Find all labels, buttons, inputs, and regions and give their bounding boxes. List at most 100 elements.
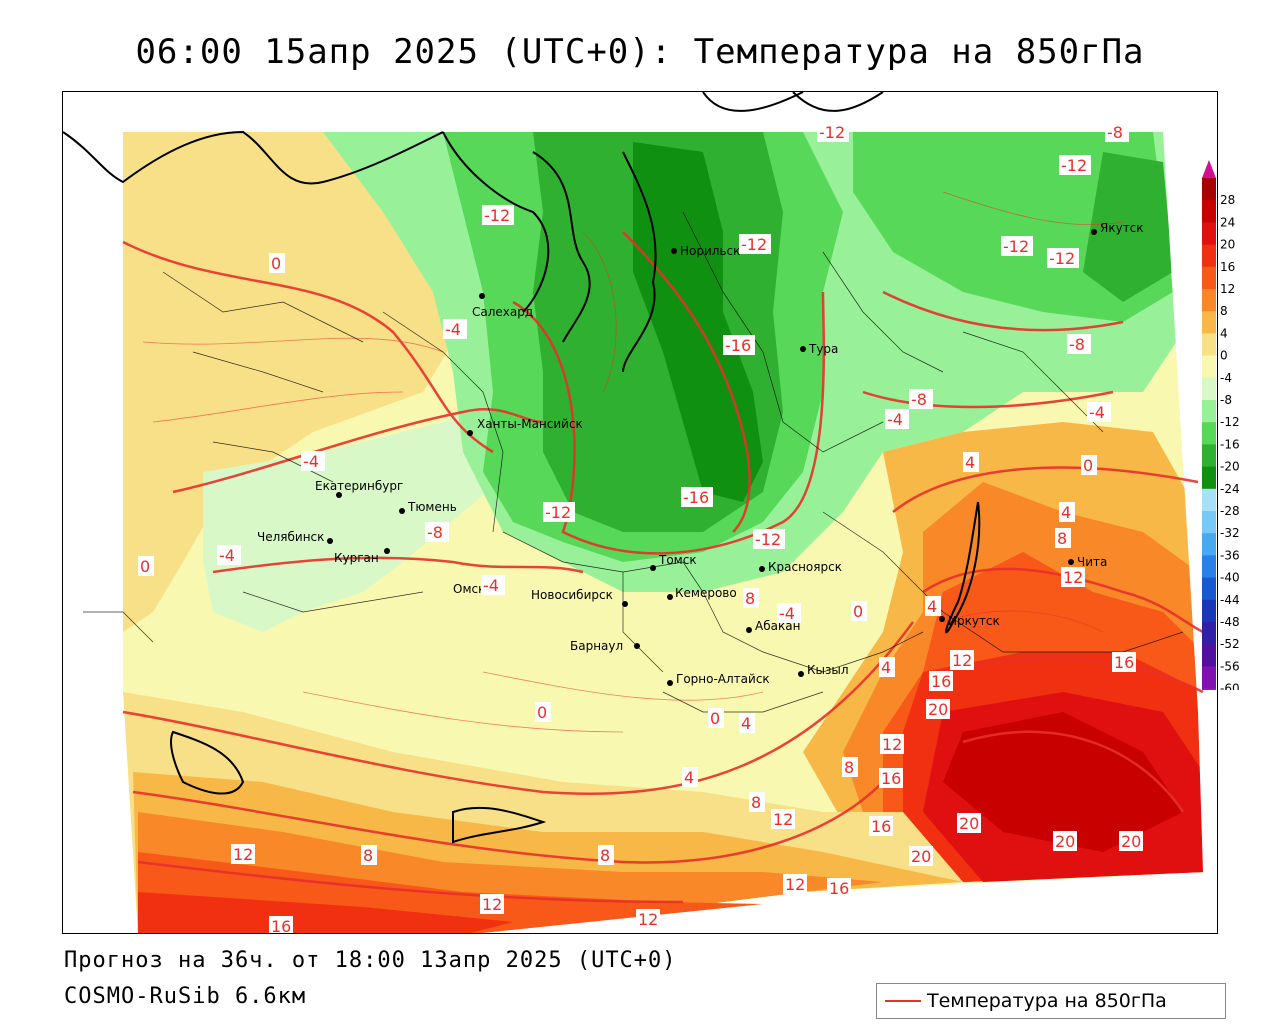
iso-label: -12 [753, 529, 785, 549]
iso-label: 16 [879, 768, 903, 788]
colorbar-cap-top [1202, 160, 1216, 178]
city-label: Чита [1077, 555, 1107, 569]
svg-text:16: 16 [871, 817, 891, 836]
iso-label: 12 [950, 650, 974, 670]
iso-label: 0 [138, 556, 154, 576]
iso-label: -8 [909, 389, 933, 409]
city-label: Ханты-Мансийск [477, 417, 583, 431]
iso-label: 4 [925, 596, 941, 616]
iso-label: 16 [869, 816, 893, 836]
svg-text:20: 20 [1121, 832, 1141, 851]
iso-label: 12 [480, 894, 504, 914]
svg-text:0: 0 [1083, 456, 1093, 475]
colorbar-tick-label: 16 [1220, 260, 1235, 274]
city-label: Омск [453, 582, 485, 596]
svg-text:16: 16 [881, 769, 901, 788]
city-label: Салехард [472, 305, 533, 319]
iso-label: -12 [1059, 155, 1091, 175]
svg-text:20: 20 [928, 700, 948, 719]
city-gorno-altaysk: Горно-Алтайск [667, 672, 770, 686]
iso-label: -12 [543, 502, 575, 522]
thin-isotherms [142, 191, 1124, 733]
iso-label: -4 [481, 575, 505, 595]
iso-label: 0 [708, 708, 724, 728]
colorbar-swatch [1202, 266, 1216, 290]
colorbar-tick-label: -8 [1220, 393, 1232, 407]
colorbar-tick-label: 8 [1220, 304, 1228, 318]
colorbar-swatch [1202, 289, 1216, 312]
coastlines [63, 92, 981, 844]
city-krasnoyarsk: Красноярск [759, 560, 842, 574]
iso-label: -12 [482, 205, 514, 225]
iso-label: 8 [598, 845, 614, 865]
iso-label: -16 [681, 487, 713, 507]
forecast-info: Прогноз на 36ч. от 18:00 13апр 2025 (UTC… [64, 948, 677, 973]
city-yakutsk: Якутск [1091, 221, 1144, 235]
city-irkutsk: Иркутск [939, 614, 1000, 628]
svg-text:-4: -4 [303, 452, 319, 471]
city-label: Тюмень [407, 500, 457, 514]
colorbar-tick-label: -24 [1220, 482, 1240, 496]
colorbar-swatch [1202, 622, 1216, 645]
colorbar-swatch [1202, 200, 1216, 223]
svg-text:-4: -4 [887, 410, 903, 429]
iso-label: 8 [743, 588, 759, 608]
colorbar-tick-label: -36 [1220, 548, 1240, 562]
svg-text:4: 4 [881, 658, 891, 677]
svg-text:8: 8 [1057, 529, 1067, 548]
colorbar-tick-label: -12 [1220, 415, 1240, 429]
cities: Норильск Салехард Тура Якутск Ханты-Манс… [257, 221, 1144, 686]
temperature-fields [63, 92, 1217, 933]
iso-label: -4 [885, 409, 909, 429]
svg-text:16: 16 [1114, 653, 1134, 672]
city-label: Томск [658, 553, 697, 567]
colorbar-swatch [1202, 555, 1216, 579]
svg-text:12: 12 [882, 735, 902, 754]
iso-label: 8 [749, 792, 765, 812]
iso-label: -8 [425, 522, 449, 542]
colorbar-swatch [1202, 511, 1216, 534]
svg-text:16: 16 [931, 672, 951, 691]
svg-text:12: 12 [638, 910, 658, 929]
isotherms [122, 231, 1204, 904]
svg-text:-12: -12 [1049, 249, 1075, 268]
svg-text:12: 12 [773, 810, 793, 829]
svg-text:20: 20 [959, 814, 979, 833]
city-label: Якутск [1100, 221, 1144, 235]
svg-text:-12: -12 [545, 503, 571, 522]
city-label: Тура [808, 342, 838, 356]
colorbar-tick-label: 24 [1220, 215, 1235, 229]
iso-label: 4 [739, 713, 755, 733]
svg-text:8: 8 [751, 793, 761, 812]
svg-text:20: 20 [1055, 832, 1075, 851]
city-khanty-mansiysk: Ханты-Мансийск [467, 417, 583, 436]
svg-text:8: 8 [363, 846, 373, 865]
colorbar-swatch [1202, 422, 1216, 445]
colorbar-swatch [1202, 355, 1216, 379]
city-chelyabinsk: Челябинск [257, 530, 333, 544]
iso-label: -12 [817, 122, 849, 142]
iso-label: 12 [636, 909, 660, 929]
colorbar-tick-label: -32 [1220, 526, 1240, 540]
colorbar-swatch [1202, 644, 1216, 667]
map-frame: Норильск Салехард Тура Якутск Ханты-Манс… [62, 91, 1218, 934]
svg-text:4: 4 [741, 714, 751, 733]
city-label: Иркутск [948, 614, 1000, 628]
svg-text:-12: -12 [819, 123, 845, 142]
colorbar-tick-label: -56 [1220, 659, 1240, 673]
iso-label: -12 [739, 234, 771, 254]
iso-label: 0 [269, 253, 285, 273]
svg-text:-4: -4 [1089, 403, 1105, 422]
colorbar-tick-label: -28 [1220, 504, 1240, 518]
iso-label: 8 [361, 845, 377, 865]
svg-text:12: 12 [1063, 568, 1083, 587]
city-tomsk: Томск [650, 553, 697, 571]
svg-text:8: 8 [600, 846, 610, 865]
iso-label: 20 [957, 813, 981, 833]
colorbar-tick-label: 28 [1220, 193, 1235, 207]
colorbar-tick-label: 4 [1220, 326, 1228, 340]
iso-label: -16 [723, 335, 755, 355]
city-label: Челябинск [257, 530, 324, 544]
legend-label: Температура на 850гПа [927, 990, 1167, 1012]
iso-label: 20 [926, 699, 950, 719]
